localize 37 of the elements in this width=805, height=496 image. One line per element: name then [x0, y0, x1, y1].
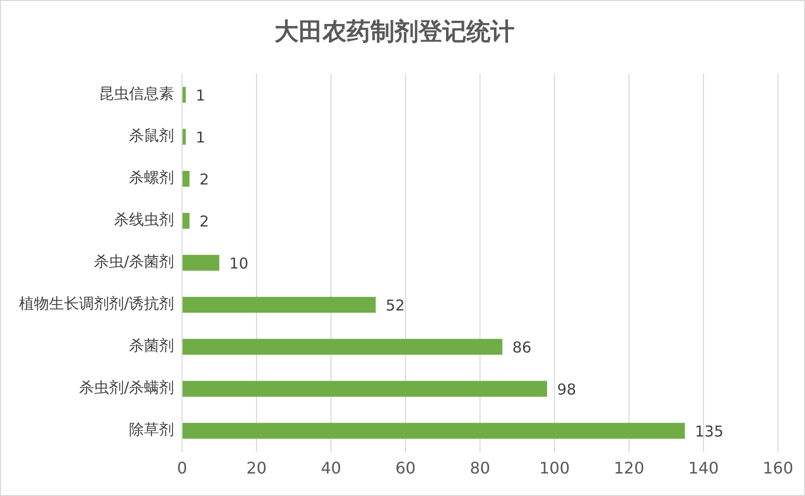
data-label: 10 — [229, 254, 248, 273]
x-tick-label: 100 — [539, 458, 570, 478]
data-label: 2 — [200, 170, 210, 189]
y-tick-label: 杀线虫剂 — [114, 210, 174, 229]
y-tick-label: 植物生长调剂剂/诱抗剂 — [18, 294, 174, 313]
y-tick-label: 除草剂 — [129, 420, 174, 439]
bar — [182, 254, 220, 271]
y-tick-label: 杀菌剂 — [129, 336, 174, 355]
data-label: 135 — [694, 422, 724, 441]
x-tick-label: 20 — [246, 458, 267, 478]
bar — [182, 296, 376, 313]
data-label: 52 — [386, 296, 405, 315]
data-label: 86 — [512, 338, 532, 357]
x-tick-label: 120 — [614, 458, 644, 478]
data-label: 1 — [196, 86, 206, 105]
x-tick-label: 40 — [320, 458, 342, 478]
bar — [182, 338, 502, 355]
y-tick-label: 杀虫剂/杀螨剂 — [78, 378, 174, 397]
bar — [182, 128, 186, 145]
x-tick-label: 80 — [470, 458, 490, 478]
x-tick-label: 0 — [176, 458, 188, 478]
y-tick-label: 杀虫/杀菌剂 — [94, 252, 174, 271]
bar — [182, 212, 190, 229]
x-tick-label: 160 — [762, 458, 794, 478]
x-tick-label: 60 — [395, 458, 416, 478]
x-tick-label: 140 — [688, 458, 719, 478]
bar — [182, 380, 548, 397]
chart-title: 大田农药制剂登记统计 — [274, 18, 514, 46]
data-label: 2 — [200, 212, 210, 231]
bar — [182, 86, 186, 103]
data-label: 1 — [196, 128, 206, 147]
y-tick-label: 昆虫信息素 — [99, 84, 174, 103]
data-label: 98 — [557, 380, 576, 399]
y-tick-label: 杀螺剂 — [129, 168, 174, 187]
y-tick-label: 杀鼠剂 — [129, 126, 174, 145]
bar — [182, 422, 685, 439]
bar — [182, 170, 190, 187]
